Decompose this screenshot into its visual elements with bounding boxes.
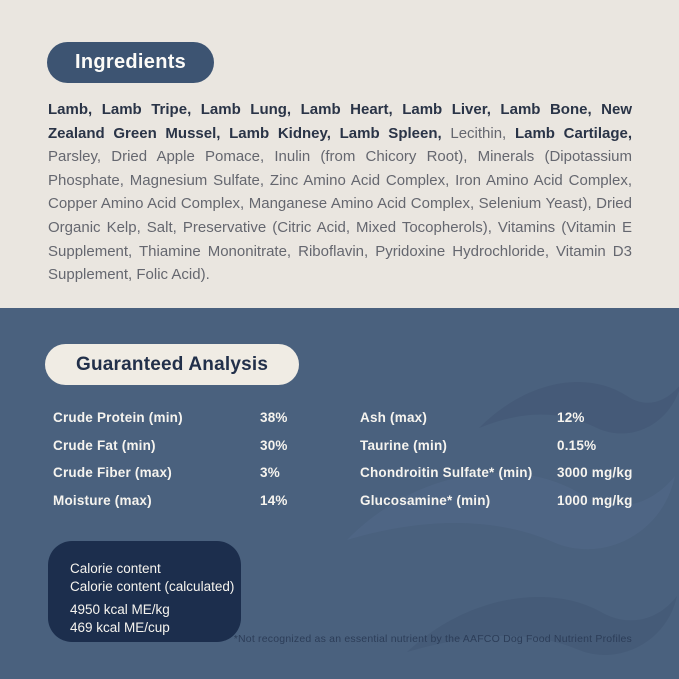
analysis-value: 14% [260,492,288,508]
ingredients-title: Ingredients [75,51,187,73]
analysis-label: Chondroitin Sulfate* (min) [360,465,533,481]
guaranteed-analysis-section: Guaranteed Analysis Crude Protein (min) 3… [0,308,679,679]
calorie-kcal-per-cup: 469 kcal ME/cup [70,620,170,635]
guaranteed-analysis-title: Guaranteed Analysis [76,353,269,375]
aafco-footnote: *Not recognized as an essential nutrient… [233,633,632,645]
analysis-value: 0.15% [557,437,597,453]
analysis-label: Crude Fat (min) [53,437,156,453]
analysis-label: Moisture (max) [53,492,152,508]
analysis-row: Ash (max) 12% [360,404,660,432]
analysis-row: Crude Protein (min) 38% [53,404,343,432]
analysis-value: 38% [260,410,288,426]
analysis-label: Taurine (min) [360,437,448,453]
analysis-row: Taurine (min) 0.15% [360,432,660,460]
analysis-label: Ash (max) [360,410,428,426]
analysis-row: Chondroitin Sulfate* (min) 3000 mg/kg [360,459,660,487]
calorie-content-box: Calorie content Calorie content (calcula… [48,541,241,642]
ingredients-heading-pill: Ingredients [47,42,215,83]
analysis-value: 3000 mg/kg [557,465,633,481]
analysis-column-right: Ash (max) 12% Taurine (min) 0.15% Chondroiti… [360,404,660,514]
ingredient-regular-segment: Lecithin, [450,124,515,142]
analysis-value: 12% [557,410,585,426]
analysis-row: Moisture (max) 14% [53,487,343,515]
analysis-label: Crude Fiber (max) [53,465,172,481]
ingredient-regular-segment: Parsley, Dried Apple Pomace, Inulin (fro… [48,148,632,284]
analysis-label: Crude Protein (min) [53,410,183,426]
ingredients-section: Ingredients Lamb, Lamb Tripe, Lamb Lung,… [0,0,679,308]
ingredient-bold-segment: Lamb Cartilage, [514,124,632,142]
analysis-value: 1000 mg/kg [557,492,633,508]
analysis-value: 30% [260,437,288,453]
calorie-line-2: Calorie content (calculated) [70,579,235,594]
calorie-line-1: Calorie content [70,561,161,576]
ingredient-bold-segment: Lamb, Lamb Tripe, Lamb Lung, Lamb Heart,… [48,101,632,142]
guaranteed-analysis-heading-pill: Guaranteed Analysis [45,344,300,385]
calorie-kcal-per-kg: 4950 kcal ME/kg [70,602,170,617]
ingredients-text: Lamb, Lamb Tripe, Lamb Lung, Lamb Heart,… [48,98,632,287]
analysis-label: Glucosamine* (min) [360,492,491,508]
analysis-row: Crude Fiber (max) 3% [53,459,343,487]
analysis-value: 3% [260,465,280,481]
analysis-row: Crude Fat (min) 30% [53,432,343,460]
analysis-column-left: Crude Protein (min) 38% Crude Fat (min) 30%… [53,404,343,514]
analysis-row: Glucosamine* (min) 1000 mg/kg [360,487,660,515]
